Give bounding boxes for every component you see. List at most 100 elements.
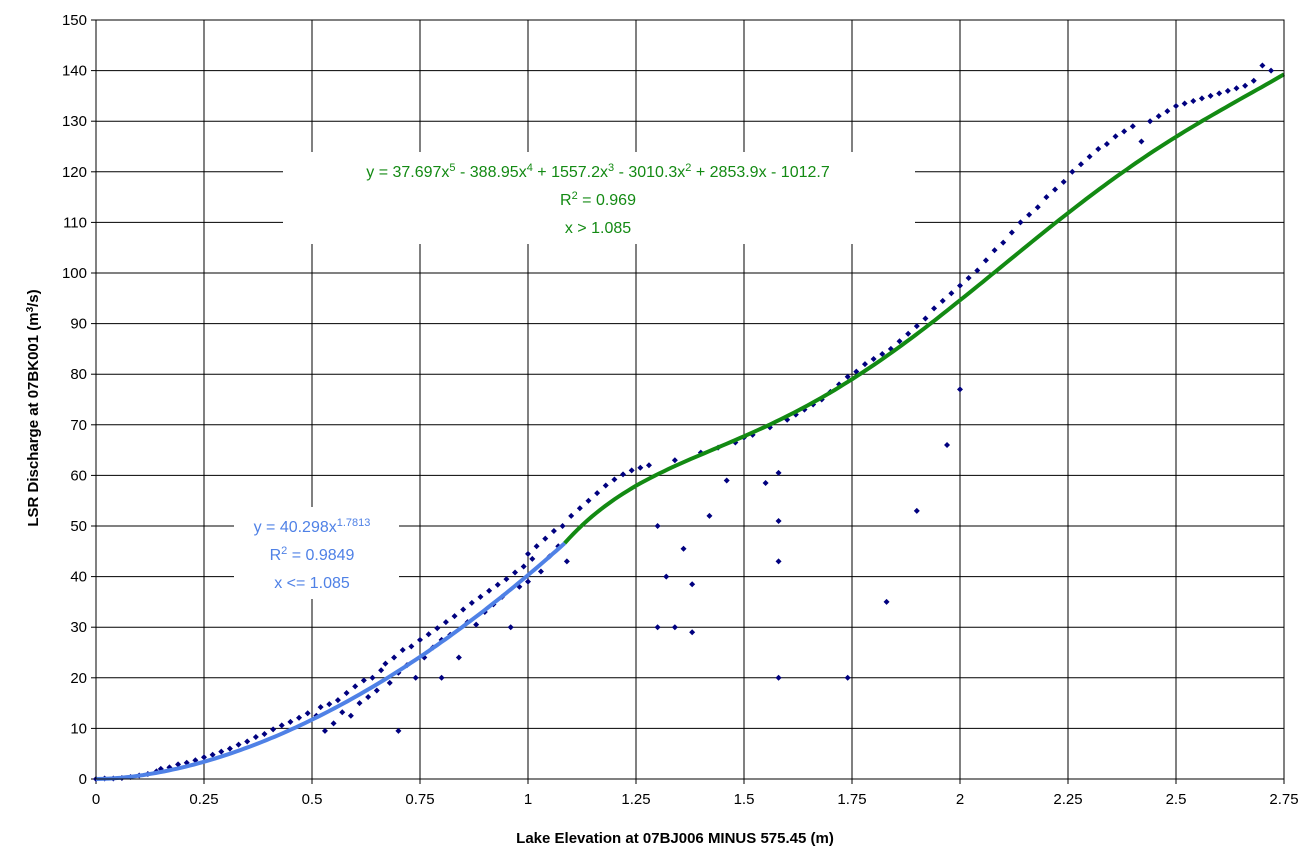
data-point bbox=[1233, 85, 1240, 92]
fit-high-equation: y = 37.697x5 - 388.95x4 + 1557.2x3 - 301… bbox=[366, 162, 830, 181]
data-point bbox=[775, 517, 782, 524]
data-point bbox=[477, 593, 484, 600]
data-point bbox=[663, 573, 670, 580]
data-point bbox=[1147, 118, 1154, 125]
data-point bbox=[762, 479, 769, 486]
data-point bbox=[365, 694, 372, 701]
data-point bbox=[321, 727, 328, 734]
data-point bbox=[537, 568, 544, 575]
data-point bbox=[922, 315, 929, 322]
data-point bbox=[373, 687, 380, 694]
data-point bbox=[654, 523, 661, 529]
data-point bbox=[525, 578, 531, 585]
data-point bbox=[391, 654, 398, 661]
data-point bbox=[620, 471, 627, 478]
data-point bbox=[689, 581, 696, 588]
data-point bbox=[1216, 90, 1223, 97]
data-point bbox=[533, 543, 540, 550]
data-point bbox=[317, 704, 324, 711]
data-point bbox=[201, 754, 207, 761]
data-point bbox=[1052, 186, 1059, 193]
y-tick-label: 150 bbox=[62, 12, 87, 29]
data-point bbox=[883, 598, 890, 605]
data-point bbox=[723, 477, 730, 484]
fit-low-condition: x <= 1.085 bbox=[274, 575, 350, 592]
data-point bbox=[382, 660, 389, 667]
data-point bbox=[1138, 138, 1145, 145]
data-point bbox=[913, 507, 920, 514]
x-axis-title: Lake Elevation at 07BJ006 MINUS 575.45 (… bbox=[516, 830, 834, 847]
y-tick-label: 110 bbox=[63, 214, 87, 231]
data-point bbox=[529, 555, 536, 562]
data-point bbox=[507, 624, 514, 631]
data-point bbox=[330, 720, 337, 727]
data-point bbox=[1112, 133, 1119, 140]
data-point bbox=[905, 330, 912, 337]
x-tick-label: 1.75 bbox=[837, 791, 866, 808]
data-point bbox=[408, 643, 415, 650]
data-point bbox=[296, 714, 303, 721]
data-point bbox=[1181, 100, 1188, 107]
fit-high-annotation: y = 37.697x5 - 388.95x4 + 1557.2x3 - 301… bbox=[366, 162, 830, 237]
data-point bbox=[1268, 67, 1275, 74]
y-tick-label: 80 bbox=[70, 366, 87, 383]
data-point bbox=[304, 710, 311, 717]
fit-high-curve bbox=[563, 72, 1286, 545]
x-tick-label: 1.25 bbox=[621, 791, 650, 808]
data-point bbox=[645, 462, 652, 469]
data-point bbox=[559, 523, 566, 529]
y-tick-label: 90 bbox=[70, 316, 87, 333]
x-tick-label: 0.5 bbox=[302, 791, 323, 808]
data-point bbox=[1060, 178, 1067, 185]
y-tick-label: 100 bbox=[62, 265, 87, 282]
data-point bbox=[974, 267, 981, 274]
fit-high-condition: x > 1.085 bbox=[565, 220, 631, 237]
fit-low-r2: R2 = 0.9849 bbox=[270, 545, 355, 564]
data-point bbox=[585, 497, 592, 504]
data-point bbox=[438, 674, 445, 681]
data-point bbox=[252, 734, 259, 741]
data-point bbox=[270, 726, 277, 733]
data-point bbox=[542, 535, 549, 542]
data-point bbox=[594, 490, 601, 497]
fit-high-r2: R2 = 0.969 bbox=[560, 190, 636, 209]
data-point bbox=[1017, 219, 1024, 226]
y-tick-label: 70 bbox=[70, 417, 87, 434]
data-point bbox=[965, 275, 972, 282]
data-point bbox=[550, 528, 557, 535]
y-tick-label: 130 bbox=[62, 113, 87, 130]
data-point bbox=[451, 613, 458, 620]
fit-low-annotation-box bbox=[234, 507, 399, 599]
x-tick-label: 0.75 bbox=[405, 791, 434, 808]
fit-low-curve bbox=[95, 541, 567, 781]
data-point bbox=[1086, 153, 1093, 160]
data-point bbox=[360, 677, 367, 684]
data-point bbox=[226, 745, 233, 752]
fit-low-annotation: y = 40.298x1.7813 R2 = 0.9849 x <= 1.085 bbox=[254, 517, 371, 592]
fit-curves bbox=[95, 72, 1286, 781]
data-point bbox=[1000, 239, 1007, 246]
plot-frame bbox=[95, 19, 1285, 780]
data-point bbox=[442, 619, 449, 626]
data-point bbox=[244, 738, 251, 745]
data-point bbox=[991, 247, 998, 254]
scatter-points bbox=[93, 62, 1275, 782]
data-point bbox=[473, 621, 480, 628]
data-point bbox=[1207, 92, 1214, 99]
data-point bbox=[671, 457, 678, 464]
data-point bbox=[939, 297, 946, 304]
data-point bbox=[352, 683, 359, 690]
data-point bbox=[957, 386, 963, 393]
data-point bbox=[944, 442, 951, 449]
data-point bbox=[957, 282, 963, 289]
data-point bbox=[948, 290, 955, 297]
data-point bbox=[861, 361, 868, 368]
data-point bbox=[637, 464, 644, 471]
data-point bbox=[412, 674, 419, 681]
data-point bbox=[1008, 229, 1015, 236]
data-point bbox=[879, 350, 886, 357]
y-title-sup: 3 bbox=[25, 306, 36, 312]
data-point bbox=[525, 550, 531, 557]
